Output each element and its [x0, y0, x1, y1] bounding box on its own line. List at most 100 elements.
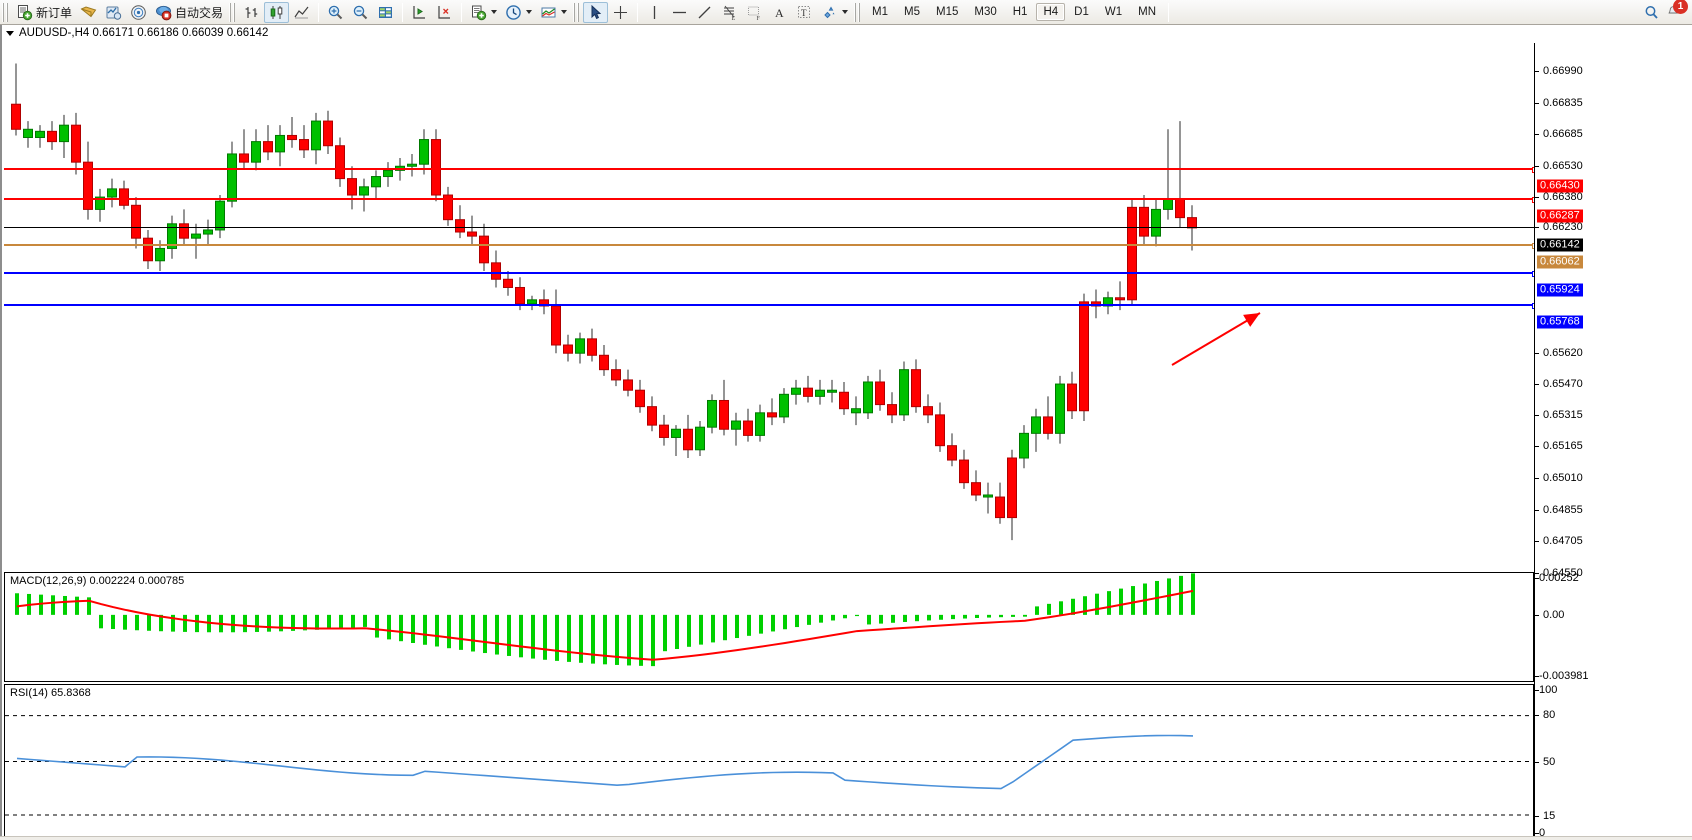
price-tag-pivot[interactable]: 0.66062	[1537, 255, 1583, 269]
autotrading-button[interactable]: 自动交易	[151, 2, 227, 23]
indicator-button[interactable]	[536, 2, 571, 23]
timeframe-w1[interactable]: W1	[1104, 6, 1123, 18]
trendline-icon	[698, 6, 711, 18]
timeframe-m1[interactable]: M1	[872, 6, 889, 18]
template-icon	[472, 5, 487, 20]
template-dropdown-caret[interactable]	[491, 10, 498, 14]
price-tick: 0.65470	[1535, 378, 1583, 390]
timeframe-m15[interactable]: M15	[936, 6, 959, 18]
channel-button[interactable]: F	[742, 2, 767, 23]
folder-button[interactable]	[76, 2, 101, 23]
alert-count-badge: 1	[1673, 0, 1688, 14]
price-tick: 0.66685	[1535, 128, 1583, 140]
chart-window[interactable]: AUDUSD-,H4 0.66171 0.66186 0.66039 0.661…	[0, 25, 1692, 840]
toolbar-right-group: 1	[1643, 0, 1692, 22]
linestudy-grip[interactable]	[573, 2, 581, 22]
level-line-resistance-1[interactable]	[4, 167, 1538, 174]
trendline-button[interactable]	[692, 2, 717, 23]
status-bar	[0, 836, 1692, 840]
rsi-tick: 0	[1535, 827, 1545, 839]
timeframe-grip[interactable]	[854, 2, 862, 22]
price-tag-resistance-1[interactable]: 0.66430	[1537, 179, 1583, 193]
shapes-button[interactable]	[817, 2, 852, 23]
rsi-pane[interactable]: RSI(14) 65.8368	[4, 684, 1534, 839]
search-icon[interactable]	[1643, 4, 1660, 21]
timeframe-m30[interactable]: M30	[974, 6, 997, 18]
alerts-button[interactable]: 1	[1666, 0, 1688, 22]
price-tag-resistance-2[interactable]: 0.66287	[1537, 209, 1583, 223]
macd-tick: 0.00252	[1535, 572, 1579, 584]
rsi-tick: 15	[1535, 810, 1555, 822]
period-dropdown-caret[interactable]	[526, 10, 533, 14]
label-button[interactable]: T	[792, 2, 817, 23]
indicator-dropdown-caret[interactable]	[561, 10, 568, 14]
rsi-tick: 50	[1535, 756, 1555, 768]
vertical-line-button[interactable]	[642, 2, 667, 23]
candlestick-chart-button[interactable]	[264, 1, 290, 23]
shapes-dropdown-caret[interactable]	[842, 10, 849, 14]
price-pane[interactable]	[4, 43, 1538, 571]
price-tick: 0.65620	[1535, 347, 1583, 359]
price-tick: 0.66530	[1535, 160, 1583, 172]
price-axis[interactable]: 0.66430 0.66287 0.66142 0.66062 0.65924 0.657…	[1534, 43, 1692, 839]
chart-shift-button[interactable]	[407, 2, 432, 23]
zoom-out-icon	[353, 5, 368, 19]
toolbar-separator-1	[318, 2, 320, 22]
price-tick: 0.65315	[1535, 409, 1583, 421]
toolbar-separator-5	[1168, 2, 1169, 22]
level-line-resistance-2[interactable]	[4, 196, 1538, 203]
rsi-label: RSI(14) 65.8368	[9, 687, 92, 699]
timeframe-h1[interactable]: H1	[1012, 6, 1028, 18]
price-tag-support-1[interactable]: 0.65924	[1537, 283, 1583, 297]
indicator-icon	[541, 7, 556, 17]
bar-chart-button[interactable]	[239, 2, 264, 23]
vline-icon	[653, 5, 656, 19]
level-line-pivot[interactable]	[4, 242, 1538, 249]
autotrading-label: 自动交易	[175, 5, 224, 20]
price-tick: 0.66835	[1535, 97, 1583, 109]
fibonacci-button[interactable]: E	[717, 2, 742, 23]
cursor-icon	[591, 4, 602, 19]
navigator-button[interactable]	[126, 2, 151, 23]
toolbar-separator-2	[402, 2, 404, 22]
text-icon: A	[775, 6, 784, 20]
zoom-out-button[interactable]	[348, 2, 373, 23]
chart-menu-caret[interactable]	[6, 30, 14, 36]
channel-icon: F	[748, 6, 761, 21]
macd-label: MACD(12,26,9) 0.002224 0.000785	[9, 575, 186, 587]
level-line-support-2[interactable]	[4, 303, 1538, 310]
data-window-button[interactable]	[101, 2, 126, 23]
timeframe-h4[interactable]: H4	[1036, 3, 1066, 21]
horizontal-line-button[interactable]	[667, 2, 692, 23]
new-order-button[interactable]: 新订单	[12, 2, 76, 23]
price-tag-support-2[interactable]: 0.65768	[1537, 315, 1583, 329]
symbol-ohlc-label: AUDUSD-,H4 0.66171 0.66186 0.66039 0.661…	[19, 27, 269, 39]
autoscroll-button[interactable]	[432, 2, 457, 23]
cursor-button[interactable]	[583, 1, 609, 23]
text-button[interactable]: A	[767, 2, 792, 23]
period-button[interactable]	[501, 2, 536, 23]
timeframe-m5[interactable]: M5	[904, 6, 920, 18]
crosshair-button[interactable]	[608, 2, 633, 23]
level-line-support-1[interactable]	[4, 271, 1538, 278]
toolbar-separator-3	[461, 2, 463, 22]
macd-tick: 0.00	[1535, 609, 1564, 621]
level-line-current-price[interactable]	[4, 227, 1534, 229]
macd-pane[interactable]: MACD(12,26,9) 0.002224 0.000785	[4, 572, 1534, 682]
new-order-icon	[18, 4, 33, 20]
autotrading-icon	[156, 5, 172, 20]
timeframe-d1[interactable]: D1	[1074, 6, 1089, 18]
timeframe-mn[interactable]: MN	[1138, 6, 1156, 18]
zoom-in-button[interactable]	[323, 2, 348, 23]
line-chart-button[interactable]	[289, 2, 314, 23]
grid-button[interactable]	[373, 2, 398, 23]
price-tick: 0.64855	[1535, 504, 1583, 516]
price-tag-current-price[interactable]: 0.66142	[1537, 238, 1583, 252]
chart-type-grip[interactable]	[229, 2, 237, 22]
template-button[interactable]	[466, 2, 501, 23]
navigator-icon	[131, 4, 146, 20]
grid-icon	[379, 6, 393, 18]
toolbar-grip[interactable]	[2, 2, 9, 22]
bar-chart-icon	[245, 6, 258, 18]
rsi-tick: 100	[1535, 684, 1557, 696]
